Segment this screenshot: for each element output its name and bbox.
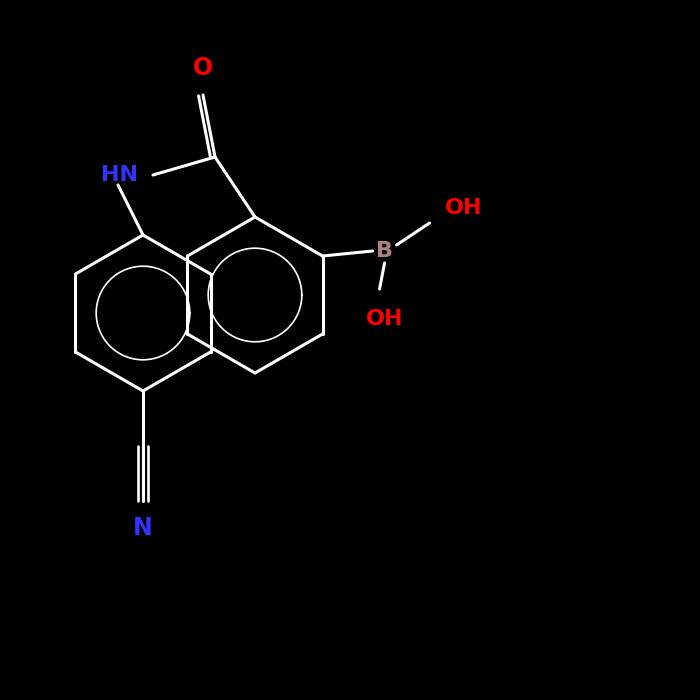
Text: O: O bbox=[193, 56, 213, 80]
Text: HN: HN bbox=[101, 165, 138, 185]
Text: N: N bbox=[133, 516, 153, 540]
Text: B: B bbox=[376, 241, 393, 261]
Text: OH: OH bbox=[366, 309, 403, 329]
Text: OH: OH bbox=[444, 198, 482, 218]
